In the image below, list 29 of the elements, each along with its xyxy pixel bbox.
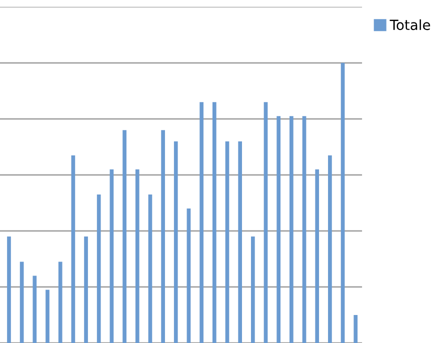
bar	[110, 169, 114, 343]
bar	[264, 102, 268, 343]
legend-label: Totale	[390, 19, 430, 30]
bar	[340, 62, 345, 343]
bar	[20, 262, 24, 343]
bar	[276, 116, 281, 343]
bar	[84, 236, 88, 343]
bar	[32, 276, 37, 343]
bar	[225, 141, 230, 343]
bar	[354, 314, 358, 343]
bar	[71, 155, 76, 343]
bar	[46, 290, 50, 343]
bar	[250, 236, 255, 343]
bar	[302, 116, 306, 343]
bar	[122, 130, 126, 343]
bar	[96, 194, 101, 343]
bar	[200, 102, 204, 343]
bar	[161, 130, 165, 343]
bar	[186, 208, 191, 343]
bar	[148, 194, 152, 343]
bar	[212, 102, 216, 343]
bar	[174, 141, 178, 343]
bar	[135, 169, 140, 343]
bar	[7, 236, 11, 343]
bar	[290, 116, 294, 343]
bar	[328, 155, 332, 343]
bar	[238, 141, 242, 343]
bar	[58, 262, 62, 343]
bar	[315, 169, 320, 343]
